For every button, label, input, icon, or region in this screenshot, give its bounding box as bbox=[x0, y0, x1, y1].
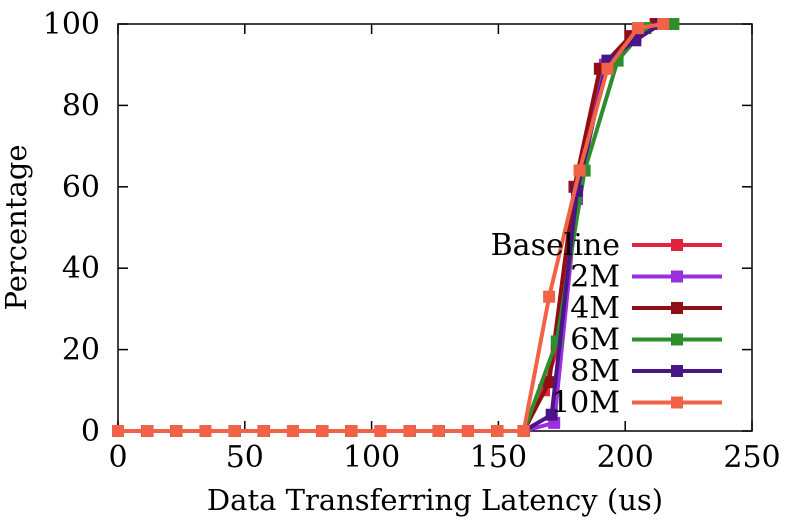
x-tick-label: 150 bbox=[470, 440, 527, 475]
legend-label: Baseline bbox=[491, 228, 620, 263]
x-tick-label: 50 bbox=[226, 440, 264, 475]
x-tick-label: 200 bbox=[597, 440, 654, 475]
data-point bbox=[228, 425, 241, 437]
legend-label: 8M bbox=[570, 354, 620, 389]
legend-item: 6M bbox=[570, 323, 722, 358]
legend-label: 4M bbox=[570, 291, 620, 326]
data-point bbox=[545, 408, 558, 421]
data-point bbox=[170, 425, 183, 437]
legend-swatch-marker bbox=[671, 365, 683, 377]
data-point bbox=[199, 425, 212, 437]
data-point bbox=[112, 425, 124, 437]
y-tick-label: 80 bbox=[62, 88, 100, 123]
legend-label: 6M bbox=[570, 323, 620, 358]
y-axis: 0 20 40 60 80 100 bbox=[43, 7, 752, 449]
data-point bbox=[667, 18, 680, 30]
data-point bbox=[631, 22, 644, 35]
legend-item: 4M bbox=[570, 291, 722, 326]
legend-swatch-marker bbox=[671, 333, 683, 346]
y-tick-label: 20 bbox=[62, 333, 100, 368]
data-point bbox=[286, 425, 299, 437]
legend-label: 2M bbox=[570, 260, 620, 295]
data-point bbox=[461, 425, 474, 437]
x-tick-label: 0 bbox=[108, 440, 127, 475]
data-point bbox=[543, 376, 556, 389]
legend-swatch-marker bbox=[671, 270, 683, 283]
x-axis-title: Data Transferring Latency (us) bbox=[207, 483, 663, 517]
y-tick-label: 40 bbox=[62, 251, 100, 286]
data-point bbox=[141, 425, 154, 437]
legend-item: Baseline bbox=[491, 228, 722, 263]
legend-item: 2M bbox=[570, 260, 722, 295]
data-point bbox=[657, 18, 670, 30]
x-tick-label: 100 bbox=[343, 440, 400, 475]
series-10m bbox=[112, 18, 670, 437]
data-point bbox=[573, 164, 586, 177]
legend-label: 10M bbox=[551, 386, 620, 421]
data-point bbox=[543, 290, 556, 303]
x-tick-label: 250 bbox=[723, 440, 780, 475]
x-axis: 0 50 100 150 200 250 bbox=[108, 24, 781, 475]
y-tick-label: 100 bbox=[43, 7, 100, 42]
legend-swatch-marker bbox=[671, 239, 683, 251]
data-point bbox=[374, 425, 387, 437]
data-point bbox=[491, 425, 504, 437]
y-tick-label: 60 bbox=[62, 170, 100, 205]
data-point bbox=[601, 62, 614, 75]
legend-swatch-marker bbox=[671, 302, 683, 314]
data-point bbox=[257, 425, 270, 437]
legend-swatch-marker bbox=[671, 396, 683, 409]
data-point bbox=[403, 425, 416, 437]
data-point bbox=[432, 425, 445, 437]
data-point bbox=[517, 425, 530, 437]
data-point bbox=[345, 425, 358, 437]
legend-item: 8M bbox=[570, 354, 722, 389]
y-axis-title: Percentage bbox=[0, 145, 33, 311]
legend-item: 10M bbox=[551, 386, 722, 421]
data-point bbox=[316, 425, 329, 437]
series-layer bbox=[112, 18, 680, 437]
y-tick-label: 0 bbox=[81, 414, 100, 449]
